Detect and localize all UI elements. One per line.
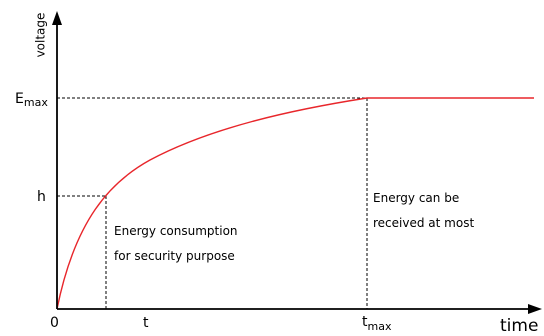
energy-curve [56, 97, 534, 310]
emax-tick-main: E [15, 91, 24, 107]
y-axis-label: voltage [34, 13, 48, 58]
t-tick-label: t [143, 315, 149, 331]
max-energy-annotation-line1: Energy can be [373, 191, 459, 205]
origin-label: 0 [50, 315, 59, 331]
emax-tick-subscript: max [24, 96, 48, 109]
x-axis-label: time [500, 316, 538, 336]
tmax-tick-label: tmax [362, 314, 392, 333]
security-annotation-line2: for security purpose [114, 249, 235, 263]
h-tick-label: h [37, 189, 46, 205]
security-annotation-line1: Energy consumption [114, 224, 238, 238]
tmax-tick-main: t [362, 314, 368, 330]
emax-tick-label: Emax [15, 91, 48, 109]
tmax-tick-subscript: max [368, 320, 392, 333]
max-energy-annotation-line2: received at most [373, 216, 474, 230]
y-axis-arrowhead [52, 11, 62, 25]
x-axis-arrowhead [528, 304, 542, 314]
